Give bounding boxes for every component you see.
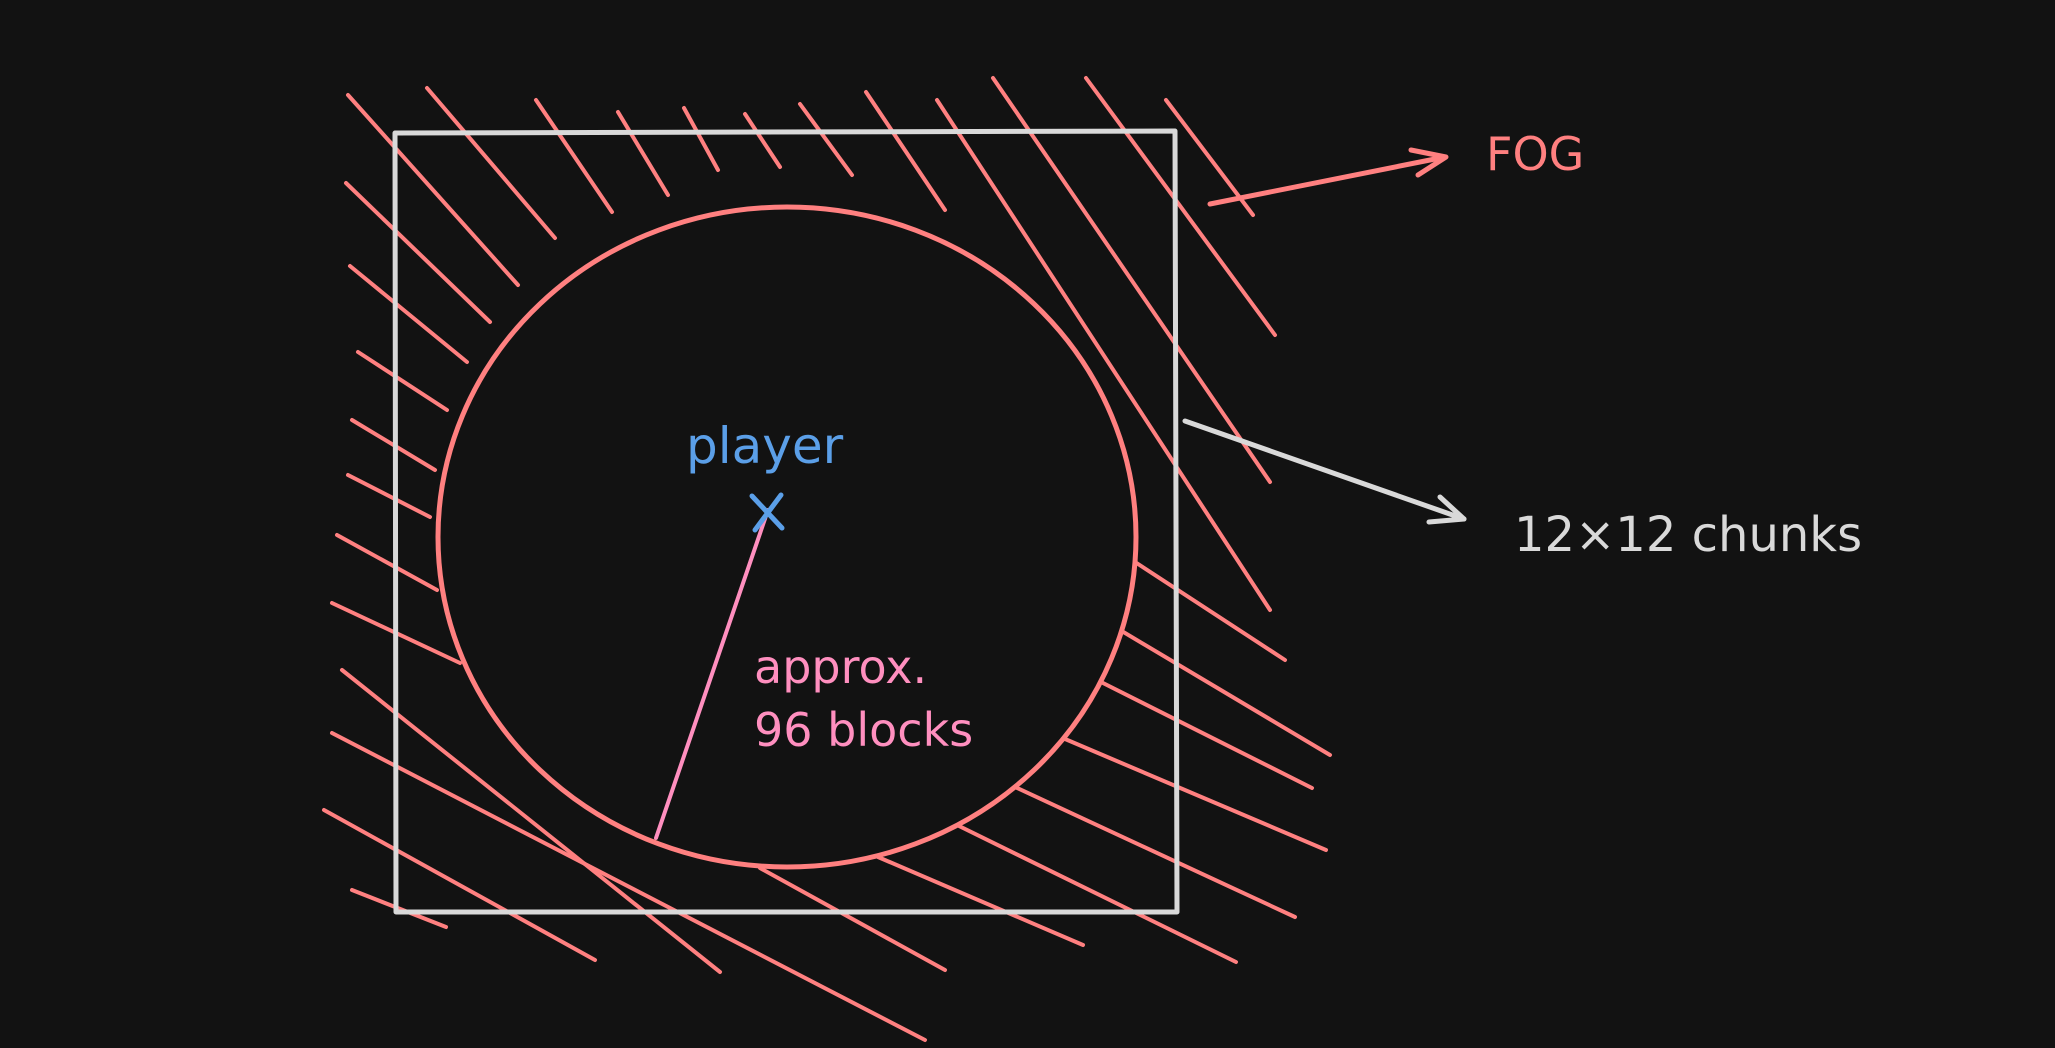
radius-label-line1: approx. [754,640,927,694]
hatch-line [876,855,1085,947]
hatch-line [743,112,782,169]
fog-arrow [1207,147,1449,207]
hatch-line [356,350,449,412]
fog-label: FOG [1486,127,1584,181]
hatch-line [935,98,1272,612]
hatch-line [1095,678,1314,790]
radius-line [654,508,770,840]
hatch-line [534,98,614,214]
player-label: player [686,417,844,475]
hatch-line [346,93,520,287]
hatch-line [991,76,1272,484]
fog-hatching [322,76,1332,1042]
hatch-line [1118,628,1332,757]
chunk-boundary-square [392,128,1180,915]
hatch-line [350,888,448,929]
hatch-line [322,808,597,962]
hatch-line [1013,785,1297,919]
hatch-line [1056,734,1328,852]
hatch-line [955,823,1238,964]
hatch-line [335,533,439,592]
visibility-circle [435,204,1139,870]
hatch-line [758,866,947,972]
hatch-line [1084,76,1277,337]
radius-label-line2: 96 blocks [754,703,973,757]
hatch-line [346,473,432,519]
hatch-line [616,110,670,197]
hatch-line [348,264,469,364]
hatch-line [682,106,720,172]
chunks-arrow [1182,418,1467,525]
hatch-line [425,86,557,240]
hatch-line [1133,560,1287,662]
hatch-line [864,90,947,212]
chunks-label: 12×12 chunks [1514,507,1862,563]
hatch-line [340,668,722,974]
player-marker-icon [749,492,785,533]
hatch-line [798,102,854,177]
hatch-line [330,731,927,1042]
hatch-line [344,181,492,324]
